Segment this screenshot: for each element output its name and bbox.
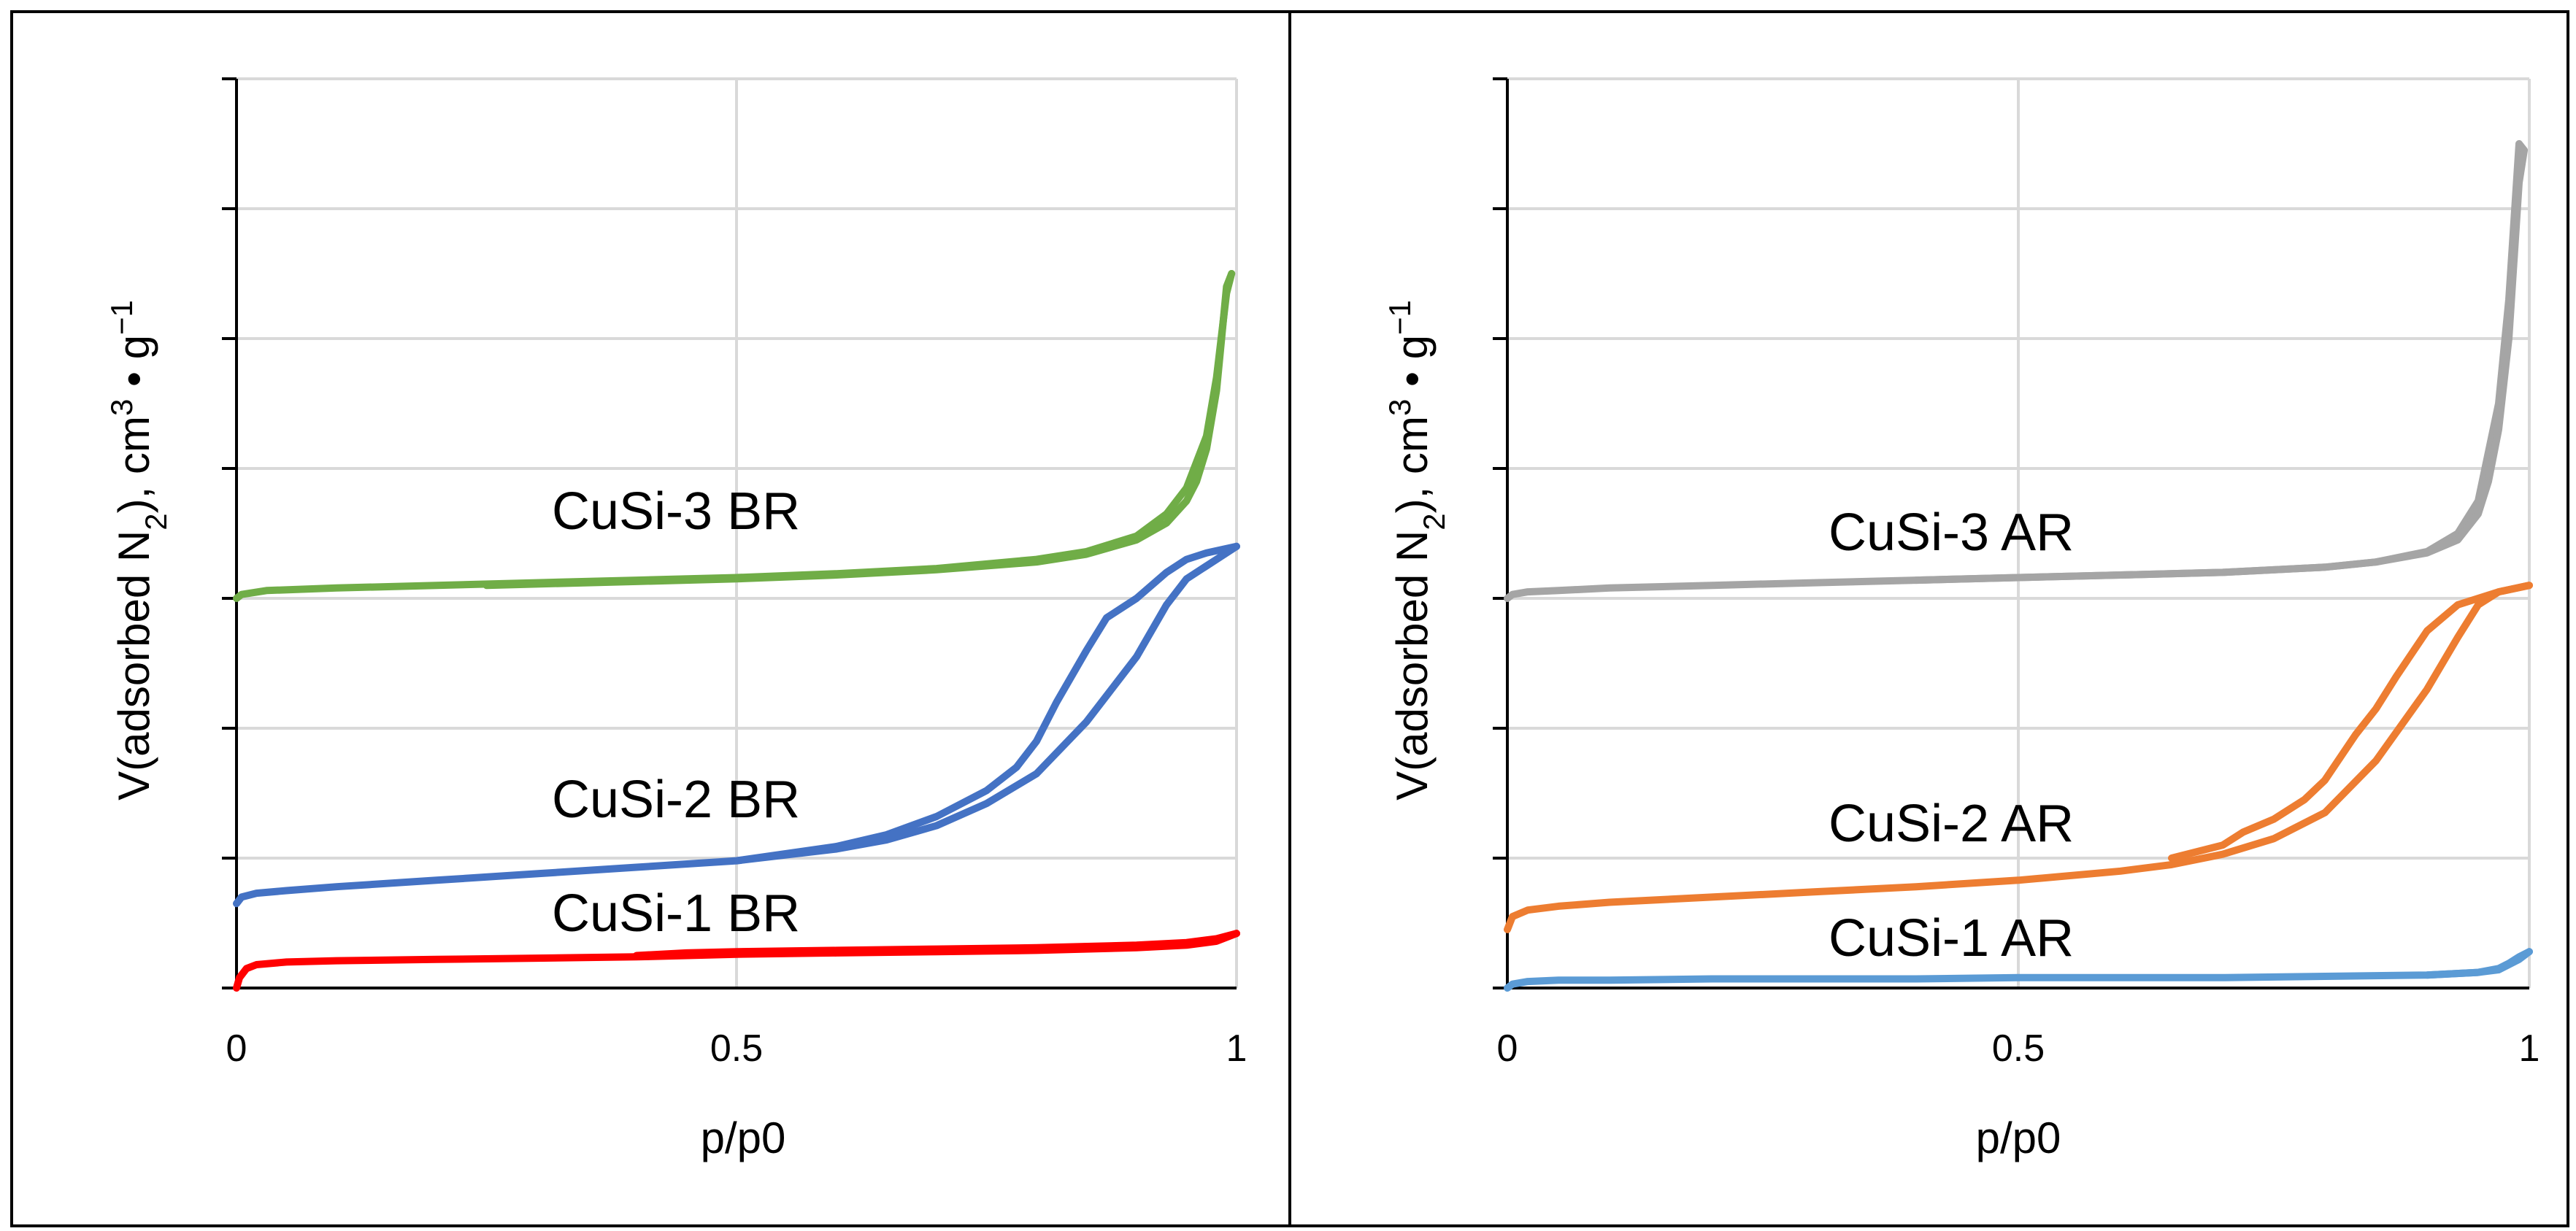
- cusi-2-ar-desorption-line: [2168, 582, 2533, 862]
- cusi-2-br-desorption-line: [733, 542, 1240, 865]
- right-x-tick-label-0: 0: [1497, 1027, 1518, 1070]
- left-x-tick-labels: 0 0.5 1: [226, 1027, 1247, 1070]
- right-x-tick-label-2: 1: [2519, 1027, 2540, 1070]
- cusi-2-ar-adsorption-line: [1504, 582, 2533, 933]
- annotation-cusi-3-ar: CuSi-3 AR: [1829, 503, 2074, 562]
- cusi-3-br-desorption-line: [482, 270, 1236, 590]
- annotation-cusi-1-br: CuSi-1 BR: [552, 884, 800, 943]
- cusi-1-br-desorption-line: [633, 930, 1240, 960]
- left-chart: 0 0.5 1 CuSi-3 BR CuSi-2 BR CuSi-1 BR p/p0…: [104, 77, 1247, 1162]
- right-x-axis-label: p/p0: [1976, 1114, 2061, 1162]
- cusi-3-ar-desorption-line: [1912, 146, 2528, 584]
- right-series: [1504, 140, 2533, 992]
- annotation-cusi-3-br: CuSi-3 BR: [552, 482, 800, 541]
- left-x-tick-label-2: 1: [1226, 1027, 1247, 1070]
- cusi-3-br-adsorption-line: [233, 270, 1236, 602]
- left-series: [233, 270, 1240, 992]
- right-x-tick-label-1: 0.5: [1992, 1027, 2045, 1070]
- right-panel-frame: [1288, 10, 2569, 1227]
- right-x-tick-labels: 0 0.5 1: [1497, 1027, 2540, 1070]
- right-gridlines: [1507, 77, 2531, 988]
- left-x-axis-label: p/p0: [701, 1114, 786, 1162]
- left-gridlines: [237, 77, 1238, 988]
- annotation-cusi-2-br: CuSi-2 BR: [552, 771, 800, 829]
- annotation-cusi-1-ar: CuSi-1 AR: [1829, 909, 2074, 968]
- left-panel-frame: [10, 10, 1291, 1227]
- right-chart: 0 0.5 1 CuSi-3 AR CuSi-2 AR CuSi-1 AR p/p0…: [1383, 77, 2540, 1162]
- cusi-1-ar-desorption-line: [2423, 948, 2533, 979]
- left-x-tick-label-1: 0.5: [710, 1027, 763, 1070]
- right-y-axis-label: V(adsorbed N2), cm3 • g−1: [1383, 300, 1451, 800]
- annotation-cusi-2-ar: CuSi-2 AR: [1829, 795, 2074, 853]
- right-axes: [1493, 77, 2529, 989]
- left-x-tick-label-0: 0: [226, 1027, 247, 1070]
- left-axes: [222, 77, 1237, 989]
- left-y-axis-label: V(adsorbed N2), cm3 • g−1: [104, 300, 173, 800]
- cusi-2-br-adsorption-line: [233, 542, 1240, 908]
